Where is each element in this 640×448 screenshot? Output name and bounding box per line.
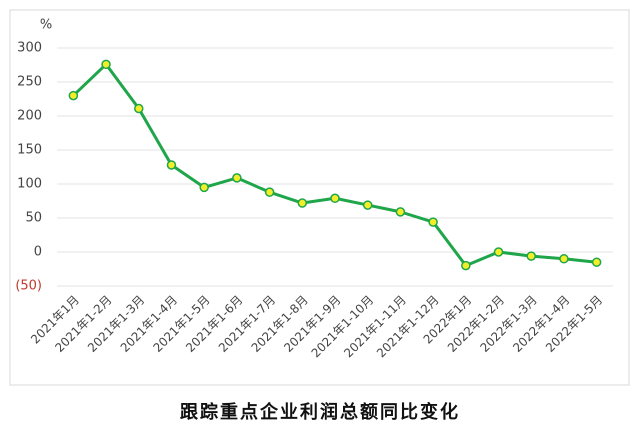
point [232, 173, 242, 183]
point [526, 251, 536, 261]
point [330, 193, 340, 204]
y-axis-label: % [40, 18, 52, 33]
point [362, 200, 373, 210]
y-tick-label: 250 [17, 75, 42, 90]
point [461, 260, 471, 271]
y-tick-label: 0 [34, 245, 42, 260]
point [591, 257, 602, 267]
point [68, 90, 79, 101]
point [264, 187, 275, 197]
line [72, 62, 597, 268]
point [101, 59, 111, 70]
point [428, 217, 438, 227]
y-tick-label: 200 [17, 109, 42, 124]
point [166, 160, 177, 170]
point [297, 198, 308, 208]
y-tick-label: 100 [17, 177, 42, 192]
point [134, 103, 144, 114]
point [559, 254, 569, 264]
y-tick-label: 150 [17, 143, 42, 158]
y-tick-label: (50) [15, 279, 42, 294]
y-tick-label: 50 [25, 211, 42, 226]
y-tick-label: 300 [17, 41, 42, 56]
point [493, 247, 504, 257]
point [199, 182, 209, 193]
chart-title: 跟踪重点企业利润总额同比变化 [180, 401, 460, 423]
point [395, 207, 406, 217]
chart-frame [9, 9, 630, 386]
